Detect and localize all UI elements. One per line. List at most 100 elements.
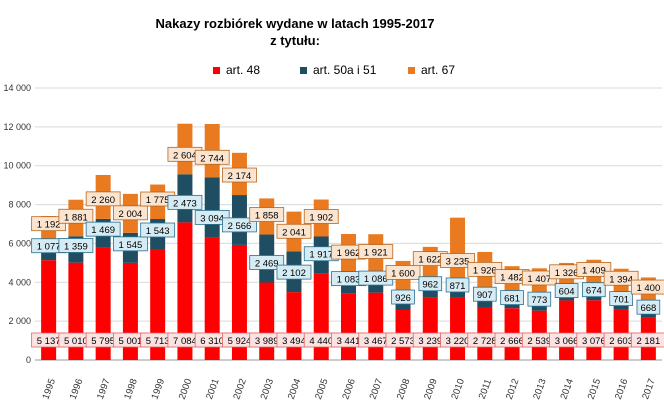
x-tick-label: 2017 — [640, 377, 658, 401]
data-label: 1 600 — [391, 268, 415, 279]
y-tick-label: 2 000 — [8, 316, 31, 326]
data-label: 3 235 — [446, 257, 470, 268]
data-label-box — [609, 291, 633, 307]
data-label: 1 192 — [37, 220, 61, 231]
data-label-box — [194, 210, 230, 225]
data-label-box — [418, 276, 443, 292]
data-label-box — [58, 208, 94, 224]
bar-segment — [422, 297, 438, 360]
data-label: 674 — [586, 286, 602, 297]
data-label: 1 407 — [527, 274, 551, 285]
data-label: 2 573 — [391, 336, 415, 347]
data-label-box — [527, 291, 552, 307]
bar-segment — [259, 282, 275, 360]
x-tick-label: 2006 — [340, 377, 358, 401]
bar-segment — [341, 293, 356, 360]
data-label: 962 — [422, 280, 438, 291]
data-label: 2 004 — [119, 209, 143, 220]
x-tick-label: 2014 — [558, 377, 576, 401]
data-label: 701 — [613, 295, 629, 306]
bar-segment — [450, 297, 466, 360]
chart-title-line-1: Nakazy rozbiórek wydane w latach 1995-20… — [156, 16, 435, 31]
data-label-box — [630, 332, 664, 348]
x-tick-label: 2000 — [177, 377, 195, 401]
data-label: 1 359 — [64, 241, 88, 252]
data-label: 6 310 — [200, 336, 224, 347]
y-tick-label: 6 000 — [8, 238, 31, 248]
legend: art. 48 art. 50a i 51 art. 67 — [213, 63, 455, 77]
data-label: 1 409 — [582, 265, 606, 276]
y-tick-label: 4 000 — [8, 277, 31, 287]
data-label: 1 077 — [37, 242, 61, 253]
data-label: 2 744 — [200, 153, 224, 164]
bar-segment — [204, 237, 220, 360]
x-tick-label: 2005 — [313, 377, 331, 401]
data-label: 3 467 — [364, 336, 388, 347]
data-label-box — [576, 262, 612, 277]
data-label: 1 394 — [609, 274, 633, 285]
data-label: 1 469 — [91, 225, 115, 236]
legend-swatch-1 — [300, 67, 307, 74]
data-label: 773 — [531, 295, 547, 306]
bar-segment — [177, 222, 193, 360]
data-label: 2 473 — [173, 198, 197, 209]
data-label-box — [630, 279, 664, 295]
data-label-box — [167, 194, 203, 210]
y-tick-label: 14 000 — [3, 83, 31, 93]
y-axis: 0 2 000 4 000 6 000 8 000 10 000 12 000 14 000 — [3, 83, 31, 365]
data-label: 681 — [504, 294, 520, 305]
data-label: 3 239 — [418, 336, 442, 347]
data-label: 1 482 — [500, 273, 524, 284]
data-label: 2 566 — [228, 221, 252, 232]
data-label: 2 102 — [282, 268, 306, 279]
data-label-box — [249, 207, 285, 222]
chart-title-line-2: z tytułu: — [270, 33, 320, 48]
x-tick-label: 2002 — [231, 377, 249, 401]
data-label: 3 441 — [337, 336, 361, 347]
data-label: 2 666 — [500, 336, 524, 347]
data-label-box — [500, 290, 524, 305]
data-label: 5 137 — [37, 336, 61, 347]
x-tick-label: 2015 — [586, 377, 604, 401]
data-label: 2 604 — [173, 150, 197, 161]
data-label: 1 902 — [309, 212, 333, 223]
bar-segment — [559, 300, 575, 360]
data-label: 2 260 — [91, 195, 115, 206]
y-tick-label: 10 000 — [3, 161, 31, 171]
bar-segment — [368, 292, 384, 360]
data-label: 1 622 — [418, 255, 442, 266]
y-tick-label: 12 000 — [3, 122, 31, 132]
data-label-box — [113, 205, 148, 221]
data-label-box — [249, 255, 285, 270]
data-label-box — [222, 167, 257, 183]
data-label: 2 469 — [255, 258, 279, 269]
data-label-box — [440, 253, 475, 268]
data-label-box — [276, 223, 312, 239]
data-label-box — [473, 286, 497, 302]
data-label-box — [582, 282, 606, 298]
x-tick-label: 2012 — [504, 377, 522, 401]
x-tick-label: 2007 — [368, 377, 386, 401]
data-label: 3 066 — [555, 336, 579, 347]
data-label: 2 539 — [527, 336, 551, 347]
data-label-box — [636, 299, 661, 315]
data-label: 1 545 — [119, 240, 143, 251]
bar-segment — [586, 300, 602, 360]
data-label: 5 795 — [91, 336, 115, 347]
data-label: 5 010 — [64, 336, 88, 347]
data-label: 3 076 — [582, 336, 606, 347]
x-tick-label: 2004 — [286, 377, 304, 401]
data-label: 1 775 — [146, 195, 170, 206]
data-label-box — [140, 222, 176, 238]
data-label: 1 083 — [337, 275, 361, 286]
data-label-box — [194, 149, 230, 165]
data-label: 1 926 — [473, 265, 497, 276]
data-label: 2 174 — [228, 171, 252, 182]
x-tick-label: 2016 — [613, 377, 631, 401]
data-label: 1 881 — [64, 212, 88, 223]
x-tick-label: 1998 — [122, 377, 140, 401]
y-tick-label: 0 — [26, 355, 31, 365]
data-label: 1 543 — [146, 226, 170, 237]
bar-segment — [286, 292, 302, 360]
